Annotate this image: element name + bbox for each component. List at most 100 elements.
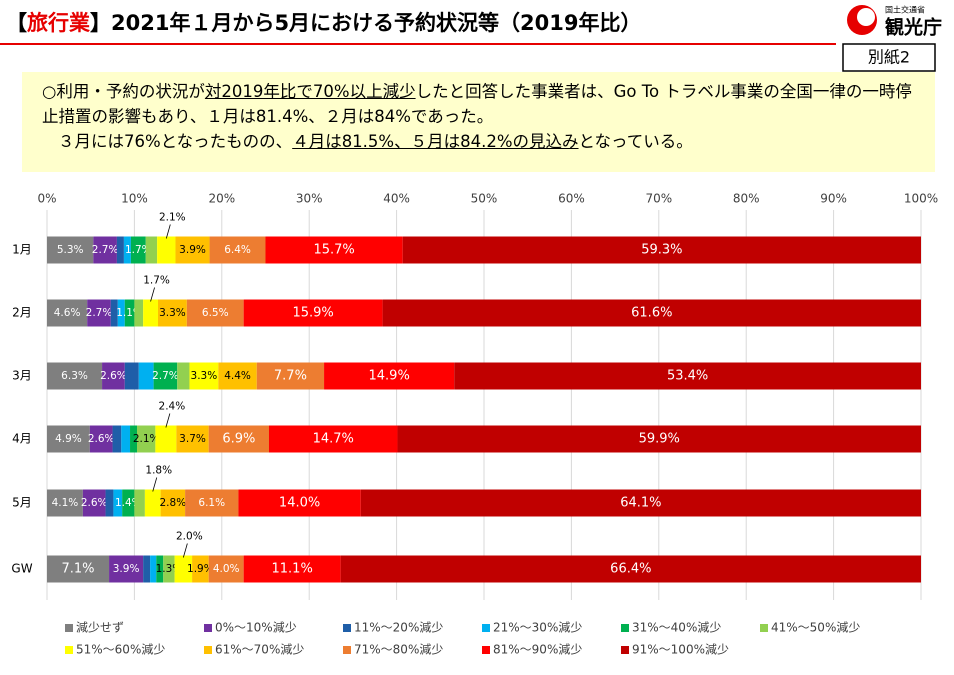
- legend-label: 61%～70%減少: [215, 642, 304, 657]
- legend-swatch: [621, 624, 629, 632]
- data-label: 2.1%: [133, 433, 160, 445]
- data-label: 3.3%: [159, 307, 186, 319]
- bar-segment: [47, 489, 83, 517]
- bar-segment: [218, 362, 257, 390]
- y-tick-label: 5月: [12, 496, 32, 510]
- data-label: 2.7%: [152, 370, 179, 382]
- bar-segment: [156, 555, 164, 583]
- data-label: 3.9%: [113, 563, 140, 575]
- data-label: 2.0%: [176, 531, 203, 543]
- data-label: 4.1%: [52, 497, 79, 509]
- bar-segment: [174, 555, 193, 583]
- data-label: 59.9%: [639, 432, 680, 447]
- data-label: 4.0%: [213, 563, 240, 575]
- data-label: 2.6%: [81, 497, 108, 509]
- bar-segment: [189, 362, 219, 390]
- bar-segment: [105, 489, 114, 517]
- bar-segment: [102, 362, 125, 390]
- legend-label: 減少せず: [76, 620, 124, 635]
- bar-segment: [82, 489, 106, 517]
- bar-segment: [243, 299, 383, 327]
- data-label: 64.1%: [620, 496, 661, 511]
- bar-segment: [130, 236, 146, 264]
- data-label: 4.6%: [54, 307, 81, 319]
- bar-segment: [143, 299, 158, 327]
- x-tick-label: 60%: [558, 192, 585, 206]
- bar-segment: [117, 299, 125, 327]
- legend-label: 21%～30%減少: [493, 620, 582, 635]
- bar-segment: [163, 555, 175, 583]
- bar-segment: [192, 555, 209, 583]
- bar-segment: [185, 489, 239, 517]
- logo-mark-inner: [857, 8, 875, 26]
- note-text: したと回答した事業者は、Go To トラベル事業の全国一律の一時停止措置の影響も…: [42, 82, 912, 126]
- x-tick-label: 10%: [121, 192, 148, 206]
- data-label: 2.8%: [160, 497, 187, 509]
- plot: 0% 10% 20% 30% 40% 50% 60% 70% 80% 90% 100% 1月 5.3% 2…: [11, 192, 938, 657]
- note-line: ○利用・予約の状況が対2019年比で70%以上減少したと回答した事業者は、Go …: [42, 79, 915, 129]
- bar-segment: [186, 299, 244, 327]
- title-bracket: 【: [6, 11, 27, 35]
- note-underline: 対2019年比で70%以上減少: [204, 82, 416, 101]
- bar-segment: [208, 555, 244, 583]
- y-tick-label: 4月: [12, 432, 32, 446]
- legend-label: 51%～60%減少: [76, 642, 165, 657]
- bar-segment: [138, 362, 154, 390]
- bar-segment: [145, 236, 158, 264]
- logo-agency: 観光庁: [885, 16, 942, 39]
- bar-segment: [402, 236, 921, 264]
- bar-segment: [238, 489, 361, 517]
- data-label: 1.8%: [145, 465, 172, 477]
- label-leader: [152, 477, 158, 492]
- bar-segment: [157, 236, 176, 264]
- bar-segment: [123, 236, 131, 264]
- legend-swatch: [204, 646, 212, 654]
- data-label: 4.4%: [224, 370, 251, 382]
- badge-box: [842, 43, 936, 72]
- bar-segment: [47, 555, 110, 583]
- bar-segment: [143, 555, 151, 583]
- bar-segment: [122, 489, 135, 517]
- bar-segment: [324, 362, 455, 390]
- bar-segment: [397, 425, 921, 453]
- legend-label: 71%～80%減少: [354, 642, 443, 657]
- title-text: 】2021年１月から5月における予約状況等（2019年比）: [90, 11, 642, 35]
- label-leader: [165, 224, 171, 239]
- bar-segment: [112, 425, 122, 453]
- bar-segment: [153, 362, 178, 390]
- bar-segment: [47, 425, 90, 453]
- data-label: 7.7%: [274, 369, 307, 384]
- bar-segment: [177, 362, 190, 390]
- legend-label: 41%～50%減少: [771, 620, 860, 635]
- bar-segment: [47, 299, 88, 327]
- bar-segment: [256, 362, 325, 390]
- bar-segment: [124, 299, 135, 327]
- note-text: ○利用・予約の状況が: [42, 82, 205, 101]
- bar-segment: [137, 425, 156, 453]
- bar-segment: [382, 299, 922, 327]
- x-tick-label: 40%: [383, 192, 410, 206]
- data-label: 6.4%: [224, 244, 251, 256]
- data-label: 3.7%: [179, 433, 206, 445]
- x-tick-label: 30%: [296, 192, 323, 206]
- note-text: ３月には76%となったものの、: [58, 132, 293, 151]
- x-tick-label: 90%: [820, 192, 847, 206]
- title-tag: 旅行業: [27, 11, 91, 35]
- y-tick-label: GW: [11, 562, 32, 576]
- bar-segment: [89, 425, 113, 453]
- label-leader: [150, 287, 155, 302]
- bar-segment: [134, 299, 144, 327]
- data-label: 6.9%: [222, 432, 255, 447]
- bar-segment: [268, 425, 398, 453]
- bar-segment: [110, 299, 118, 327]
- bar-segment: [109, 555, 144, 583]
- bar-segment: [144, 489, 161, 517]
- bar-segment: [150, 555, 157, 583]
- data-label: 2.7%: [86, 307, 113, 319]
- bar-segment: [116, 236, 124, 264]
- data-label: 14.9%: [369, 369, 410, 384]
- data-label: 2.1%: [159, 212, 186, 224]
- label-leader: [165, 413, 171, 428]
- bar-segment: [243, 555, 341, 583]
